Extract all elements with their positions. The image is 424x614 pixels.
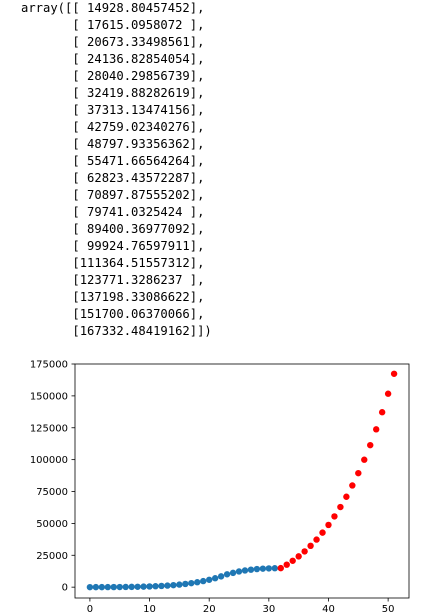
y-tick-label: 50000 [36,519,68,530]
x-tick-label: 0 [87,604,93,614]
array-output-line: [137198.33086622], [21,290,205,304]
y-tick-label: 75000 [36,487,68,498]
series-1-point [253,565,261,573]
series-1-point [122,583,129,591]
y-tick-label: 0 [62,583,68,594]
series-1-point [170,581,177,589]
series-1-point [128,583,135,591]
series-1-point [92,583,100,591]
series-2-point [307,542,314,550]
series-1-point [110,583,117,591]
series-1-point [229,569,237,577]
series-2-point [337,503,344,511]
x-tick-label: 50 [382,604,395,614]
array-output-line: [ 55471.66564264], [21,154,205,168]
series-1-point [134,583,141,590]
x-tick-label: 30 [262,604,275,614]
array-output-line: array([[ 14928.80457452], [21,1,205,15]
y-tick-label: 100000 [30,455,68,466]
array-output-line: [167332.48419162]]) [21,324,212,338]
series-2-point [384,390,392,397]
series-1-point [176,581,183,588]
series-2-point [367,441,374,449]
array-output-line: [ 32419.88282619], [21,86,205,100]
series-1-point [194,579,201,586]
series-1-point [152,583,159,590]
array-output-line: [ 17615.0958072 ], [21,18,205,32]
series-2-point [343,493,350,500]
series-2-point [355,469,362,477]
series-2-point [289,557,296,564]
series-1-point [247,566,255,573]
x-tick-label: 20 [203,604,216,614]
series-1-point [259,565,267,572]
series-2-point [349,482,356,489]
series-1-point [98,583,106,591]
array-output-line: [ 24136.82854054], [21,52,205,66]
series-2-point [283,561,290,568]
array-output-line: [ 79741.0325424 ], [21,205,205,219]
array-output: array([[ 14928.80457452], [ 17615.095807… [21,0,421,340]
array-output-line: [ 20673.33498561], [21,35,205,49]
array-output-line: [ 37313.13474156], [21,103,205,117]
series-1-point [265,565,273,572]
array-output-line: [ 28040.29856739], [21,69,205,83]
series-2-point [361,456,368,463]
series-1-point [271,565,279,572]
series-2-point [390,370,398,377]
series-2-point [372,426,380,433]
series-2-point [325,521,332,529]
array-output-line: [123771.3286237 ], [21,273,205,287]
series-2-point [301,548,308,555]
array-output-line: [ 48797.93356362], [21,137,205,151]
series-1-point [205,576,213,583]
series-1-point [164,582,171,589]
series-1-point [146,583,153,590]
series-2-point [331,513,338,520]
series-2-point [313,536,320,543]
series-1-point [241,567,249,574]
array-output-line: [ 62823.43572287], [21,171,205,185]
plot-frame [74,363,410,599]
series-1-point [211,575,219,582]
series-1-point [217,573,225,580]
x-tick-label: 40 [322,604,335,614]
series-1-point [86,583,94,591]
y-tick-label: 175000 [30,360,68,371]
series-2-point [295,553,302,560]
array-output-line: [151700.06370066], [21,307,205,321]
y-tick-label: 150000 [30,391,68,402]
series-1-point [223,571,231,578]
series-1-point [158,582,165,590]
series-1-point [188,579,195,587]
array-output-line: [ 89400.36977092], [21,222,205,236]
axes: 0 10 20 30 40 50 0 25000 50000 75000 100000 125000 1… [30,360,410,614]
series-2-point [319,529,326,536]
series-1-point [116,583,123,591]
data-points [86,370,398,591]
series-1-point [104,583,112,591]
x-tick-label: 10 [143,604,156,614]
y-tick-label: 25000 [36,551,68,562]
array-output-line: [ 70897.87555202], [21,188,205,202]
series-1-point [140,583,147,590]
series-2-point [277,564,284,572]
array-output-line: [111364.51557312], [21,256,205,270]
series-1-point [235,568,243,575]
series-1-point [200,577,207,585]
array-output-line: [ 42759.02340276], [21,120,205,134]
y-tick-label: 125000 [30,423,68,434]
series-1-point [182,580,189,588]
array-output-line: [ 99924.76597911], [21,239,205,253]
series-2-point [378,409,386,416]
scatter-chart: 0 10 20 30 40 50 0 25000 50000 75000 100000 125000 1… [30,360,410,614]
